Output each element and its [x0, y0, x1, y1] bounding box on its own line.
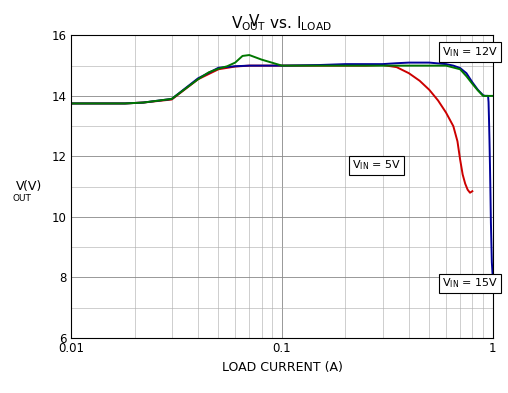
Text: $\mathregular{V_{IN}}$ = 15V: $\mathregular{V_{IN}}$ = 15V [442, 277, 498, 290]
Text: V: V [16, 180, 25, 193]
Text: OUT: OUT [12, 194, 31, 203]
X-axis label: LOAD CURRENT (A): LOAD CURRENT (A) [221, 361, 342, 374]
Text: V: V [249, 14, 259, 29]
Text: $\mathregular{V_{IN}}$ = 5V: $\mathregular{V_{IN}}$ = 5V [352, 159, 401, 173]
Text: $\mathregular{V_{IN}}$ = 12V: $\mathregular{V_{IN}}$ = 12V [442, 45, 498, 59]
Text: (V): (V) [18, 180, 41, 193]
Title: $\mathregular{V_{OUT}}$ vs. $\mathregular{I_{LOAD}}$: $\mathregular{V_{OUT}}$ vs. $\mathregula… [232, 15, 332, 33]
